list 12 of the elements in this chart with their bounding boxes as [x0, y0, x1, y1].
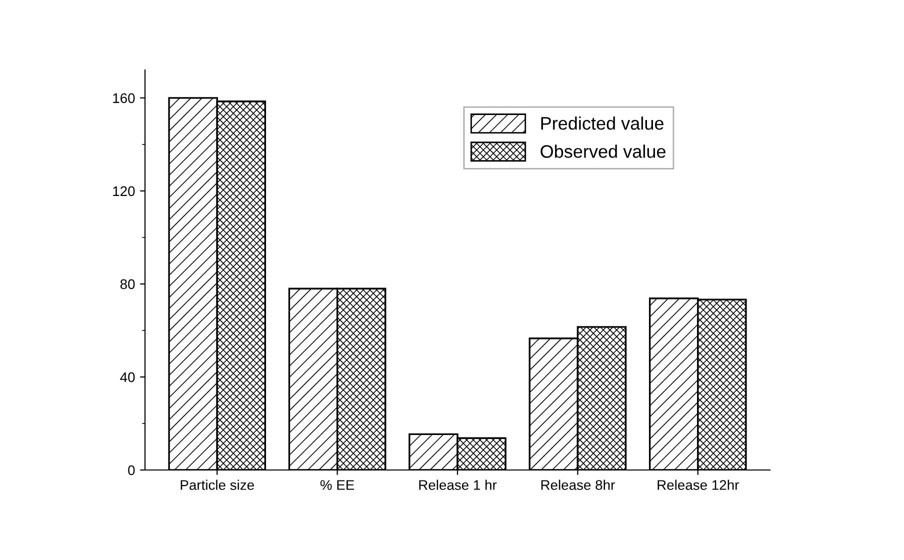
- y-tick-label: 0: [128, 465, 135, 476]
- y-tick-label: 80: [120, 279, 135, 290]
- legend-label: Predicted value: [541, 116, 664, 130]
- y-tick-label: 40: [120, 372, 135, 382]
- y-tick-label: 120: [113, 186, 135, 196]
- x-tick-label: Release 1 hr: [419, 480, 497, 490]
- x-tick-label: Release 12hr: [658, 480, 739, 490]
- x-tick-label: Particle size: [180, 480, 254, 490]
- x-tick-label: % EE: [320, 480, 354, 490]
- y-tick-label: 160: [113, 93, 135, 104]
- x-tick-label: Release 8hr: [541, 480, 615, 490]
- legend-label: Observed value: [540, 144, 666, 158]
